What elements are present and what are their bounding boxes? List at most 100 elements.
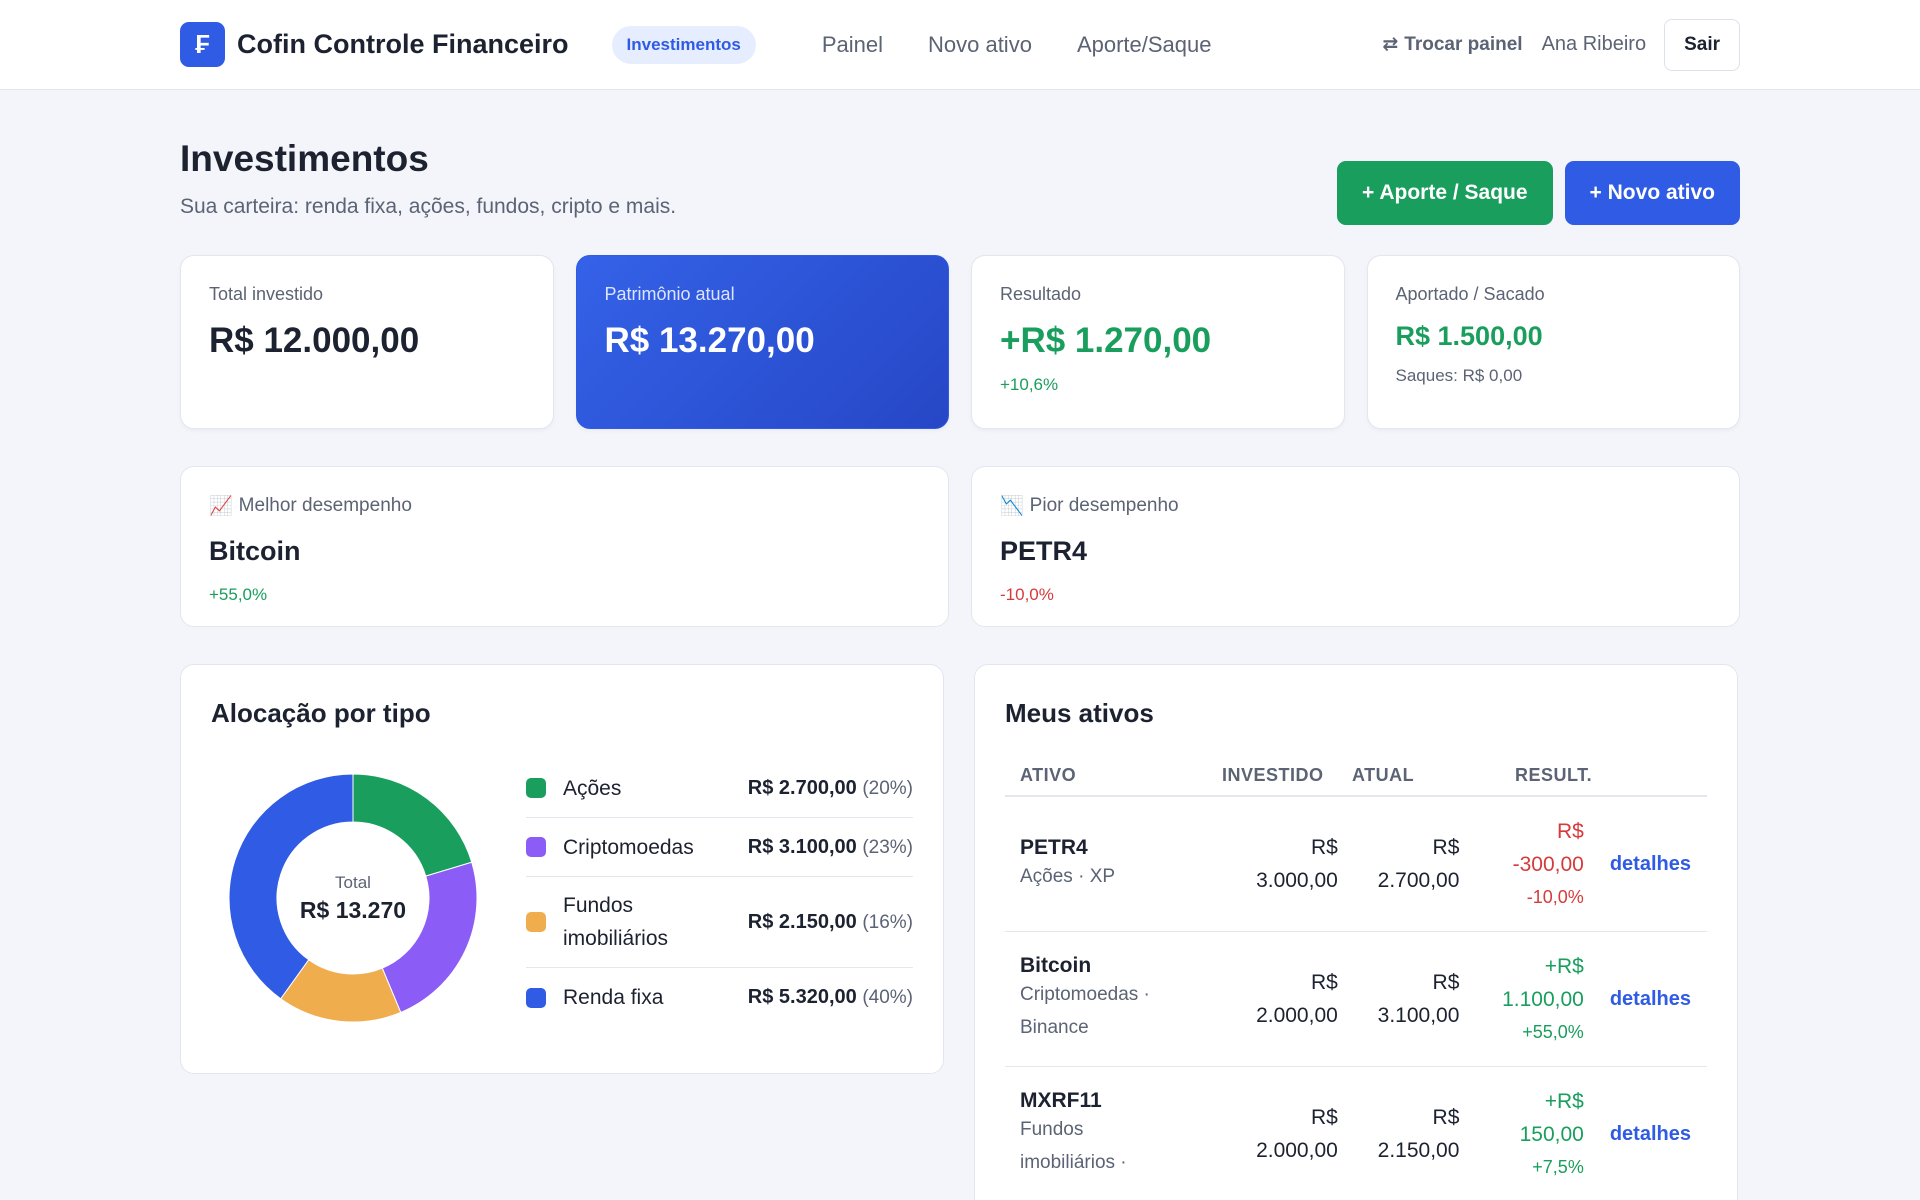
brand-logo-icon: ₣ [180,22,225,67]
kpi-value: R$ 1.500,00 [1395,321,1543,351]
asset-current: R$ 2.700,00 [1338,831,1460,897]
asset-invested: R$ 2.000,00 [1202,1101,1338,1167]
legend-amount: R$ 2.700,00 [747,776,857,799]
kpi-value: R$ 12.000,00 [209,321,420,360]
currency: +R$ [1544,1089,1584,1113]
perf-pct: +55,0% [209,585,268,604]
nav-link-aporte-saque[interactable]: Aporte/Saque [1076,31,1212,57]
page-actions: + Aporte / Saque + Novo ativo [1337,161,1740,225]
swap-arrows-icon: ⇄ [1382,34,1399,55]
amount: 2.000,00 [1256,1004,1338,1027]
kpi-resultado: Resultado +R$ 1.270,00 +10,6% [971,255,1345,429]
legend-row-acoes: Ações R$ 2.700,00 (20%) [526,759,913,818]
legend-swatch [526,987,546,1008]
performance-row: 📈 Melhor desempenho Bitcoin +55,0% 📉 Pio… [180,466,1740,627]
kpi-label: Resultado [1000,284,1082,304]
novo-ativo-button[interactable]: + Novo ativo [1564,161,1740,225]
perf-label-text: Melhor desempenho [238,495,412,516]
asset-current: R$ 3.100,00 [1338,966,1460,1032]
nav-link-novo-ativo[interactable]: Novo ativo [927,31,1032,57]
allocation-legend: Ações R$ 2.700,00 (20%) Criptomoedas R$ … [526,759,913,1027]
legend-swatch [526,912,546,932]
legend-name: Ações [563,776,622,800]
amount: 3.000,00 [1256,869,1338,892]
legend-row-renda-fixa: Renda fixa R$ 5.320,00 (40%) [526,968,913,1027]
asset-invested: R$ 3.000,00 [1202,831,1338,897]
legend-swatch [526,778,546,798]
allocation-title: Alocação por tipo [211,698,431,728]
kpi-aportado-sacado: Aportado / Sacado R$ 1.500,00 Saques: R$… [1366,255,1740,429]
legend-pct: (16%) [862,911,913,933]
col-header-investido: INVESTIDO [1222,765,1324,785]
legend-value: R$ 2.150,00 (16%) [748,911,913,934]
nav-link-painel[interactable]: Painel [821,31,883,57]
currency: R$ [1556,819,1584,843]
result-pct: -10,0% [1526,886,1584,907]
legend-amount: R$ 3.100,00 [747,835,857,858]
amount: -300,00 [1512,852,1584,876]
table-row: MXRF11 Fundos imobiliários · R$ 2.000,00… [1005,1067,1707,1200]
legend-value: R$ 3.100,00 (23%) [748,836,913,859]
col-header-atual: ATUAL [1352,765,1415,785]
asset-meta: Criptomoedas · Binance [1020,984,1150,1038]
result-pct: +55,0% [1522,1021,1584,1042]
main-content: Investimentos Sua carteira: renda fixa, … [0,138,1920,1200]
col-header-result: RESULT. [1515,765,1593,785]
legend-name: Fundos imobiliários [563,894,669,950]
details-link[interactable]: detalhes [1609,1122,1691,1145]
legend-value: R$ 2.700,00 (20%) [748,777,913,800]
legend-row-cripto: Criptomoedas R$ 3.100,00 (23%) [526,818,913,877]
kpi-sub: Saques: R$ 0,00 [1395,366,1523,385]
legend-pct: (23%) [862,836,913,858]
amount: 2.150,00 [1377,1139,1460,1162]
kpi-label: Patrimônio atual [604,284,735,304]
legend-name: Renda fixa [563,986,664,1009]
page-subtitle: Sua carteira: renda fixa, ações, fundos,… [180,195,677,218]
legend-row-fundos: Fundos imobiliários R$ 2.150,00 (16%) [526,877,913,968]
legend-pct: (40%) [862,987,913,1008]
brand[interactable]: ₣ Cofin Controle Financeiro [180,22,569,67]
kpi-value: +R$ 1.270,00 [1000,321,1212,360]
details-link[interactable]: detalhes [1609,987,1691,1010]
chart-up-icon: 📈 [209,496,233,517]
currency: R$ [1432,836,1460,859]
assets-card: Meus ativos ATIVO INVESTIDO ATUAL RESULT… [974,664,1738,1200]
asset-result: +R$ 150,00 +7,5% [1459,1085,1584,1184]
aporte-saque-button[interactable]: + Aporte / Saque [1337,161,1553,225]
logout-button[interactable]: Sair [1664,18,1740,71]
details-link[interactable]: detalhes [1609,852,1691,875]
user-name: Ana Ribeiro [1541,33,1647,55]
donut-svg [228,773,478,1023]
asset-invested: R$ 2.000,00 [1202,966,1338,1032]
col-header-ativo: ATIVO [1020,765,1077,785]
perf-pct: -10,0% [1000,585,1054,604]
allocation-card: Alocação por tipo Total R$ 13.270 Ações … [180,664,944,1074]
kpi-total-investido: Total investido R$ 12.000,00 [180,255,554,429]
main-nav: Painel Novo ativo Aporte/Saque [822,32,1257,58]
currency: R$ [1310,836,1338,859]
currency: R$ [1432,1106,1460,1129]
switch-panel-button[interactable]: ⇄ Trocar painel [1382,33,1522,56]
amount: 150,00 [1519,1122,1584,1146]
amount: 2.700,00 [1377,869,1460,892]
app-name: Cofin Controle Financeiro [237,29,569,59]
switch-panel-label: Trocar painel [1404,33,1523,55]
worst-performance-card: 📉 Pior desempenho PETR4 -10,0% [971,466,1740,627]
kpi-label: Total investido [209,284,324,304]
kpi-patrimonio-atual: Patrimônio atual R$ 13.270,00 [575,255,949,429]
asset-current: R$ 2.150,00 [1338,1101,1460,1167]
kpi-label: Aportado / Sacado [1395,284,1545,304]
donut-center: Total R$ 13.270 [228,773,478,1023]
top-right-controls: ⇄ Trocar painel Ana Ribeiro Sair [1382,18,1740,71]
legend-amount: R$ 5.320,00 [747,986,857,1008]
asset-result: +R$ 1.100,00 +55,0% [1459,950,1584,1049]
donut-center-value: R$ 13.270 [299,896,407,923]
donut-slice [228,773,354,1000]
perf-asset-name: PETR4 [1000,536,1088,566]
perf-label: 📉 Pior desempenho [1000,494,1711,518]
page-header: Investimentos Sua carteira: renda fixa, … [180,138,1740,225]
top-bar: ₣ Cofin Controle Financeiro Investimento… [0,0,1920,90]
perf-label-text: Pior desempenho [1029,495,1179,516]
asset-meta: Fundos imobiliários · [1020,1119,1127,1173]
perf-asset-name: Bitcoin [209,536,301,566]
